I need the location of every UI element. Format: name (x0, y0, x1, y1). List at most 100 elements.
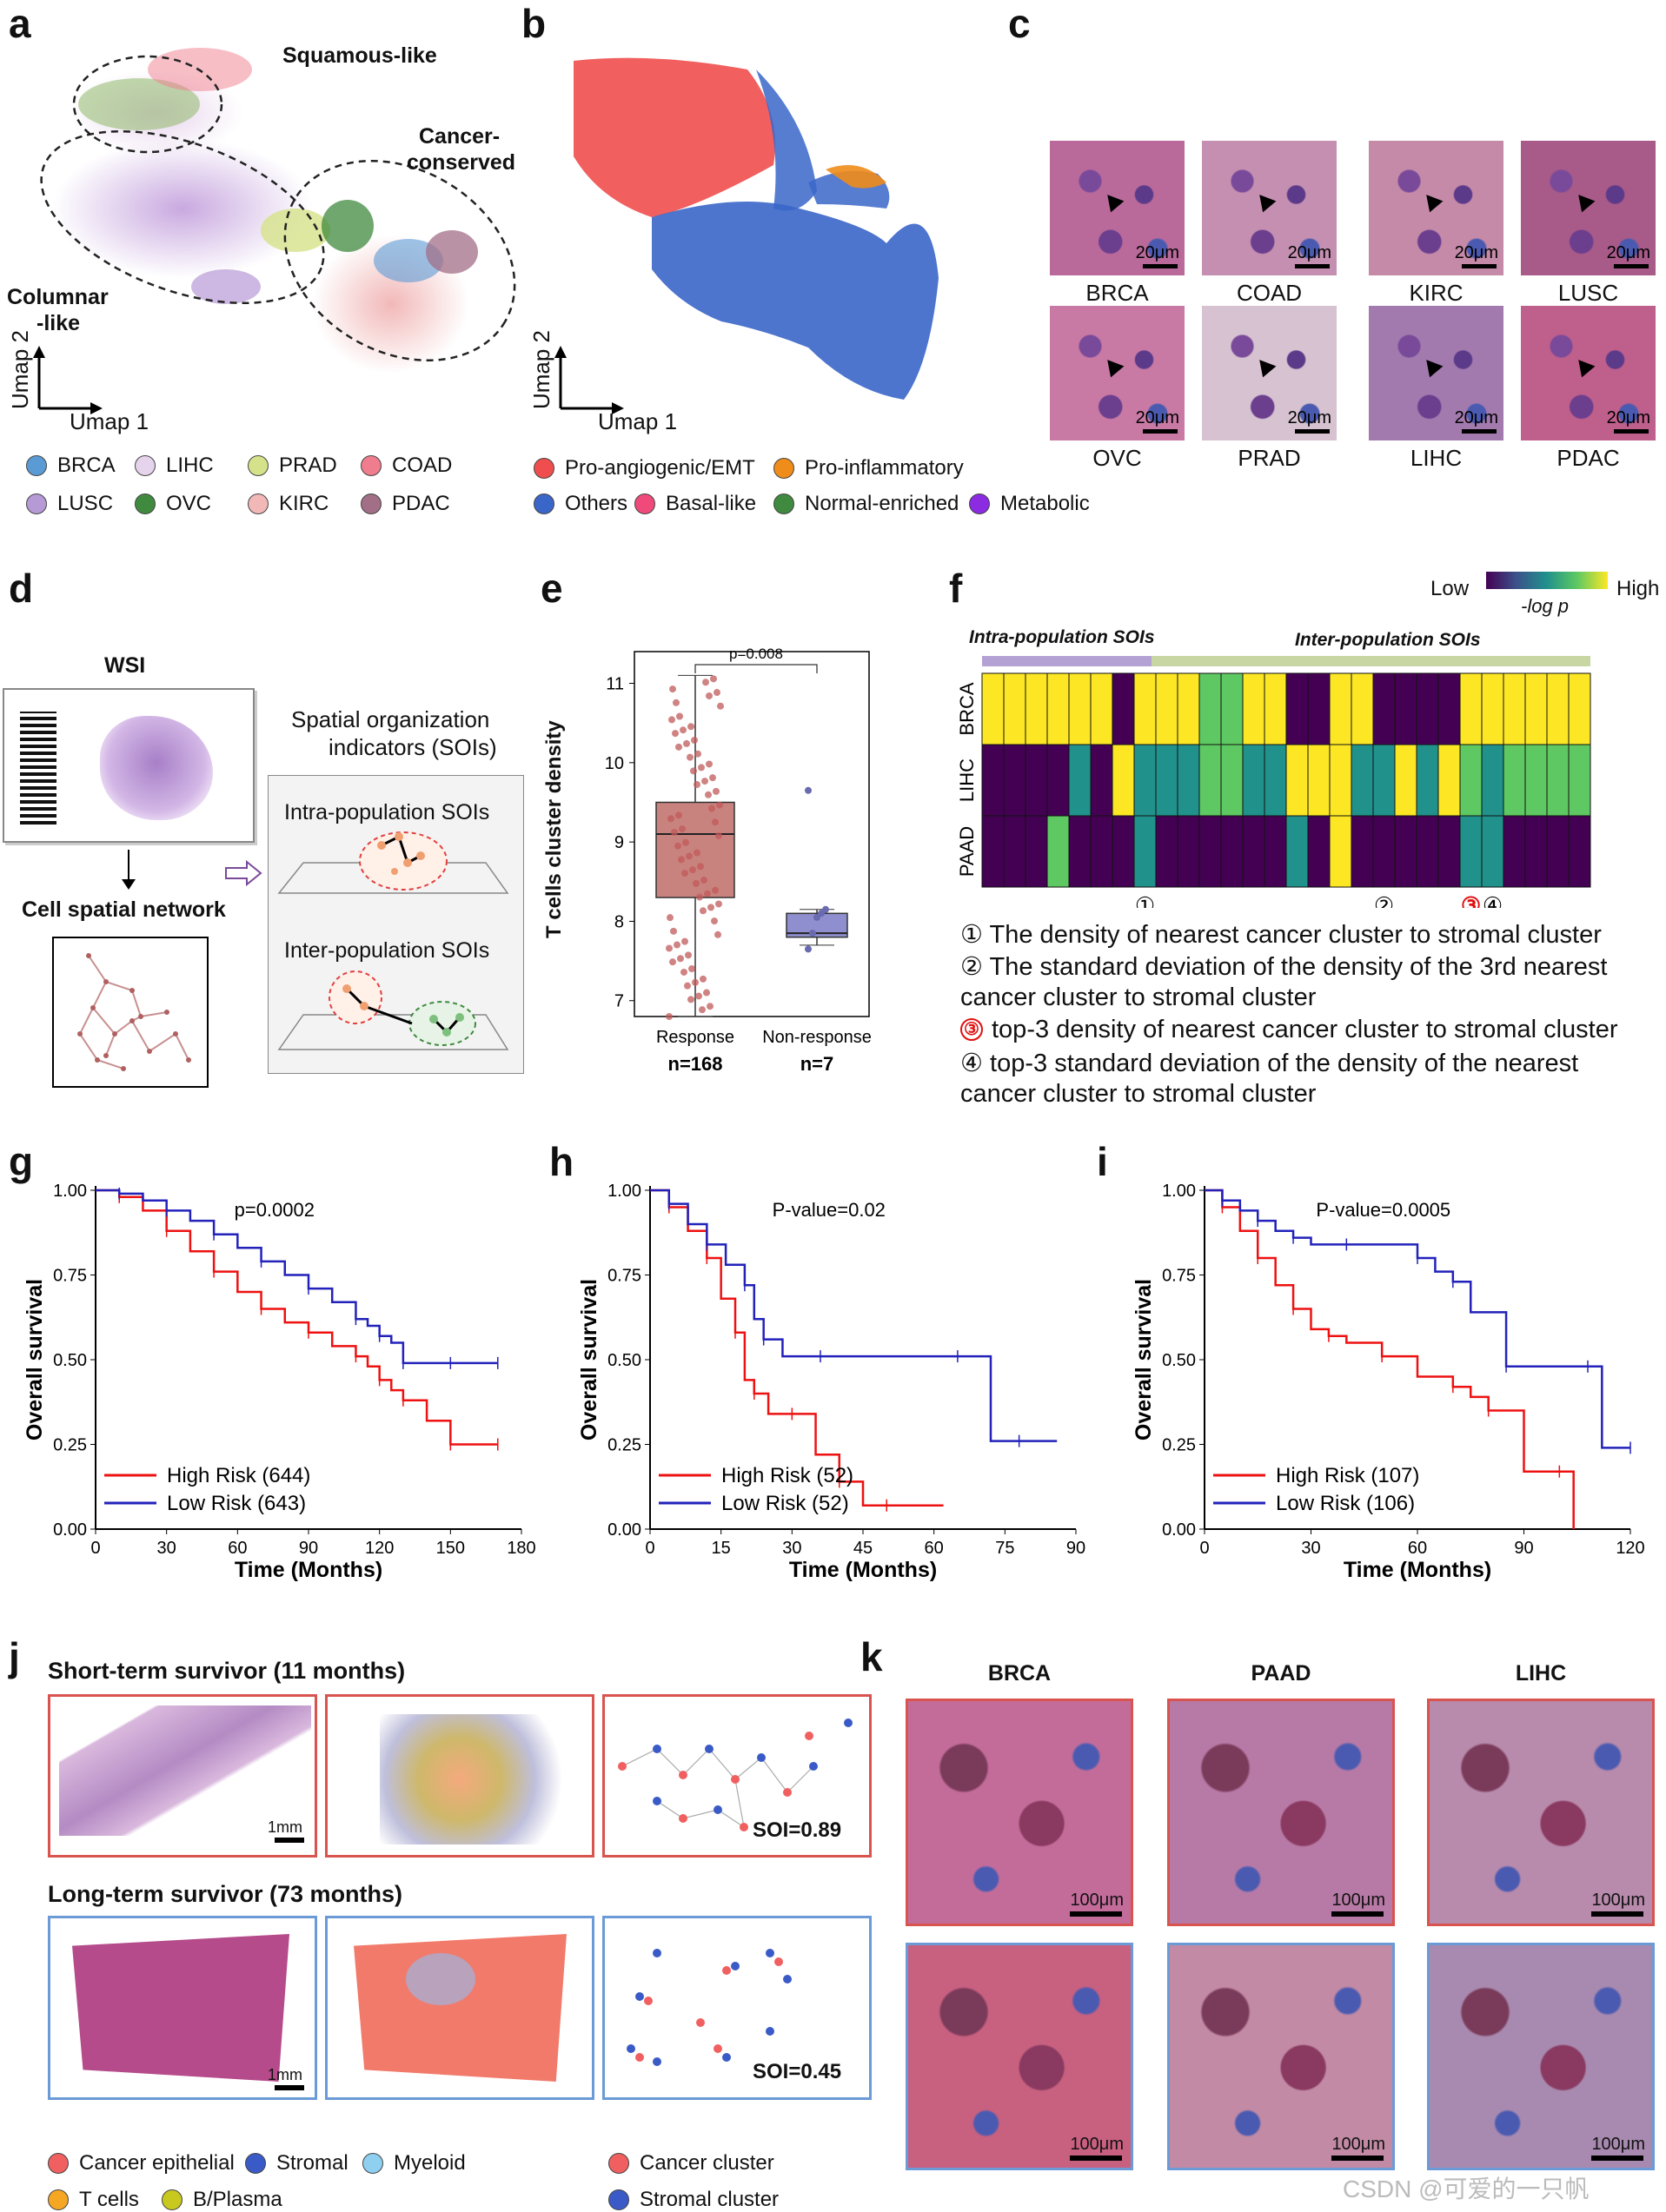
ytick-label: 0.00 (1162, 1520, 1196, 1540)
heatmap-cell (1068, 815, 1092, 888)
heatmap-cell (1459, 744, 1483, 817)
heatmap-cell (1481, 815, 1504, 888)
legend-dot (26, 455, 47, 476)
legend-dot (969, 493, 990, 514)
jitter-point (705, 791, 712, 798)
ytick-label: 0.25 (1162, 1436, 1196, 1455)
jitter-point (675, 811, 682, 819)
xtick-label: 90 (1066, 1539, 1085, 1558)
scalebar (1143, 429, 1178, 434)
scale-label: 100μm (1591, 1891, 1645, 1910)
histology-tile-lusc: 20μm (1521, 141, 1656, 275)
group-inter-label: Inter-population SOIs (1295, 630, 1481, 650)
arrow-down-head (122, 879, 136, 890)
legend-dot (361, 455, 382, 476)
row-label-paad: PAAD (956, 826, 978, 877)
watermark: CSDN @可爱的一只帆 (1343, 2176, 1590, 2202)
j-cells-map-long (354, 1934, 567, 2082)
heatmap-cell (1090, 744, 1113, 817)
jitter-point (679, 825, 686, 833)
heatmap-cell (1112, 744, 1135, 817)
scalebar (1614, 429, 1649, 434)
km-curve-high (96, 1189, 498, 1446)
scalebar (1143, 264, 1178, 268)
jitter-point (714, 689, 720, 697)
jitter-point (713, 787, 720, 795)
heatmap-cell (1198, 744, 1222, 817)
jitter-point (667, 914, 674, 922)
jitter-point (714, 930, 721, 938)
legend-dot (26, 493, 47, 514)
legend-dot (362, 2153, 383, 2174)
intra-soi-label: Intra-population SOIs (284, 800, 490, 825)
scale-label: 100μm (1070, 1891, 1124, 1910)
jitter-point (677, 955, 684, 963)
heatmap-cell (1329, 744, 1352, 817)
heatmap-cell (1198, 672, 1222, 745)
panel-label-i: i (1097, 1139, 1108, 1184)
j-scale-long: 1mm (268, 2066, 302, 2083)
histology-tile-ovc: 20μm (1050, 306, 1185, 440)
heatmap-cell (1437, 744, 1461, 817)
legend-label: High Risk (107) (1276, 1464, 1419, 1487)
marker-4: ④ (1483, 892, 1503, 908)
n-label: n=7 (800, 1053, 834, 1075)
legend-dot (534, 493, 554, 514)
heatmap-cell (1264, 672, 1287, 745)
xtick-label: Non-response (762, 1028, 872, 1047)
jitter-point (666, 944, 673, 952)
colorbar-low: Low (1430, 577, 1470, 600)
jitter-point (667, 815, 674, 823)
jitter-point (674, 842, 681, 850)
heatmap-cell (1242, 744, 1265, 817)
group-bar-inter (1152, 656, 1590, 666)
jitter-point (700, 907, 707, 915)
km-pvalue: P-value=0.02 (773, 1199, 886, 1221)
short-term-title: Short-term survivor (11 months) (48, 1658, 406, 1684)
soi-value-short: SOI=0.89 (753, 1818, 842, 1842)
note-2b: cancer cluster to stromal cluster (960, 983, 1317, 1011)
jitter-point (695, 992, 702, 1000)
scalebar (1070, 2156, 1122, 2161)
jitter-point (696, 893, 703, 901)
heatmap-cell (1133, 672, 1157, 745)
note-1: ① The density of nearest cancer cluster … (960, 921, 1602, 949)
heatmap-cell (1351, 744, 1374, 817)
jitter-point (685, 951, 692, 959)
heatmap-cell (1046, 815, 1070, 888)
jitter-point (698, 764, 705, 772)
xtick-label: 60 (925, 1539, 944, 1558)
ytick-label: 1.00 (53, 1182, 87, 1201)
heatmap-cell (1307, 815, 1331, 888)
histology-tile-pdac: 20μm (1521, 306, 1656, 440)
label-squamous: Squamous-like (282, 43, 437, 68)
heatmap-cell (1198, 815, 1222, 888)
k-tile-brca-long: 100μm (906, 1943, 1133, 2170)
j-long-wsi: 1mm (48, 1916, 317, 2100)
arrowhead-icon (1419, 354, 1444, 378)
heatmap-cell (1264, 744, 1287, 817)
label-cancer-conserved-2: conserved (407, 150, 516, 175)
region-cancer-conserved (283, 159, 516, 362)
jitter-point (809, 930, 816, 937)
j-tissue (59, 1705, 311, 1836)
group-intra-label: Intra-population SOIs (969, 627, 1155, 647)
scalebar (1591, 1911, 1643, 1917)
legend-dot (634, 493, 655, 514)
heatmap-cell (1503, 672, 1526, 745)
km-h: 0.00 0.25 0.50 0.75 1.00 0 15 30 45 60 75 90 Time (M… (577, 1182, 1085, 1582)
umap-cloud-brca (374, 239, 443, 282)
jitter-point (707, 1003, 714, 1010)
xtick-label: 0 (645, 1539, 654, 1558)
arrowhead-icon (1100, 354, 1125, 378)
legend-dot (534, 458, 554, 479)
jitter-point (675, 743, 682, 751)
xtick-label: 30 (157, 1539, 176, 1558)
legend-dot (773, 458, 794, 479)
heatmap-cell (1546, 744, 1570, 817)
k-tile-lihc-short: 100μm (1427, 1699, 1655, 1926)
ytick-label: 0.50 (1162, 1351, 1196, 1370)
heatmap-cell (1025, 672, 1048, 745)
ytick-label: 0.00 (607, 1520, 641, 1540)
tile-label-coad: COAD (1236, 280, 1303, 306)
